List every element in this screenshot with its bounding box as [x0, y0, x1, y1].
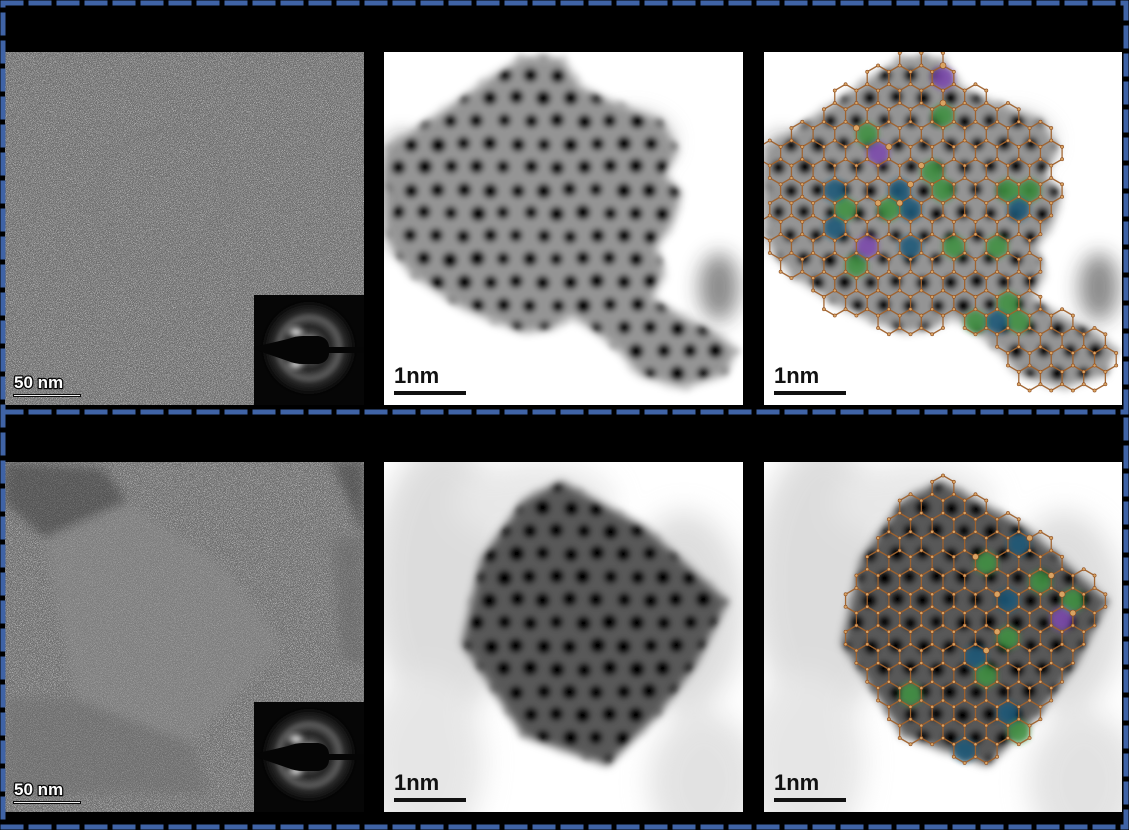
svg-text:50 nm: 50 nm [14, 373, 63, 392]
svg-text:50 nm: 50 nm [14, 780, 63, 799]
